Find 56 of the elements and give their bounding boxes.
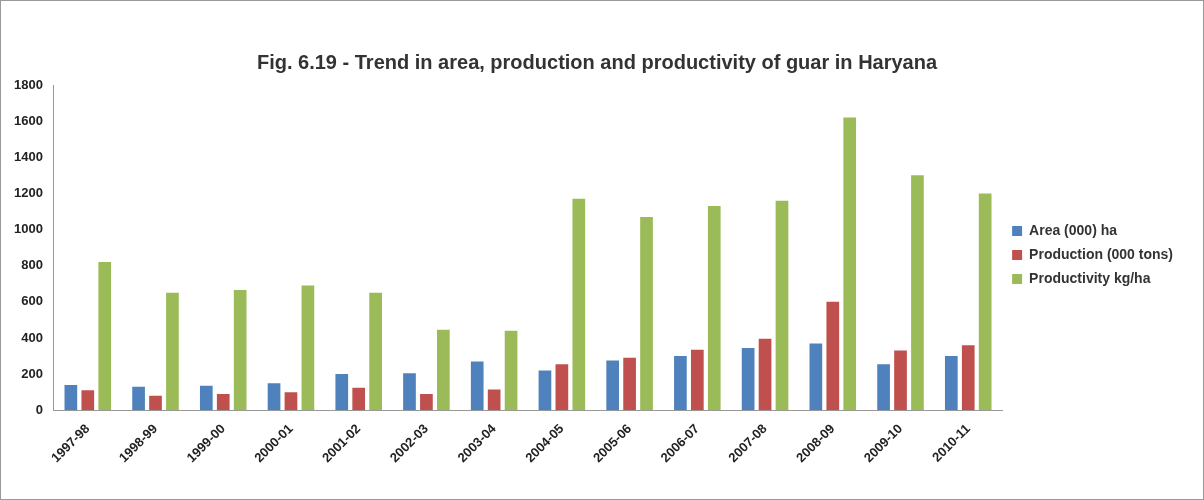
bar	[369, 292, 382, 411]
bar	[894, 350, 907, 411]
bar	[470, 361, 484, 411]
bar	[809, 343, 823, 411]
bar	[284, 392, 298, 411]
bar	[132, 386, 145, 411]
bar	[98, 262, 112, 411]
bar	[640, 216, 653, 411]
bar	[233, 290, 247, 411]
bar	[911, 175, 924, 411]
bar	[64, 384, 78, 411]
bar	[978, 193, 992, 411]
bar	[199, 385, 213, 411]
bar	[775, 200, 789, 411]
bar	[487, 389, 501, 411]
bar	[623, 357, 636, 411]
bar	[81, 390, 95, 411]
bar	[555, 364, 569, 411]
bar	[352, 387, 366, 411]
bar	[961, 345, 975, 411]
y-tick-label: 1000	[14, 221, 43, 237]
y-tick-label: 0	[35, 401, 43, 417]
bar	[826, 301, 840, 411]
y-tick-label: 1400	[14, 148, 43, 164]
bar	[149, 395, 162, 411]
bar	[166, 292, 179, 411]
legend-label: Area (000) ha	[1029, 221, 1118, 238]
bar	[690, 349, 704, 411]
bar	[420, 393, 433, 411]
bar	[437, 329, 450, 411]
y-tick-label: 600	[21, 293, 43, 309]
chart-title: Fig. 6.19 - Trend in area, production and productivity of guar in Haryana	[256, 50, 938, 73]
y-tick-label: 1200	[14, 184, 43, 200]
bar	[267, 383, 281, 411]
bar	[335, 374, 349, 411]
bar	[758, 338, 772, 411]
bar	[538, 370, 552, 411]
bar	[216, 393, 230, 411]
y-tick-label: 200	[21, 365, 43, 381]
bar	[944, 356, 958, 411]
bar	[403, 373, 416, 411]
bar	[606, 360, 620, 411]
y-tick-label: 800	[21, 257, 43, 273]
legend-label: Productivity kg/ha	[1029, 269, 1151, 286]
y-tick-label: 400	[21, 329, 43, 345]
bar	[707, 206, 721, 411]
bar	[301, 285, 315, 411]
bar	[877, 364, 890, 411]
bar	[504, 330, 518, 411]
bar	[572, 198, 586, 411]
y-tick-label: 1600	[14, 112, 43, 128]
legend-label: Production (000 tons)	[1029, 245, 1174, 262]
bar	[741, 347, 755, 411]
y-tick-label: 1800	[14, 76, 43, 92]
bar	[674, 356, 687, 411]
bar	[843, 117, 857, 411]
